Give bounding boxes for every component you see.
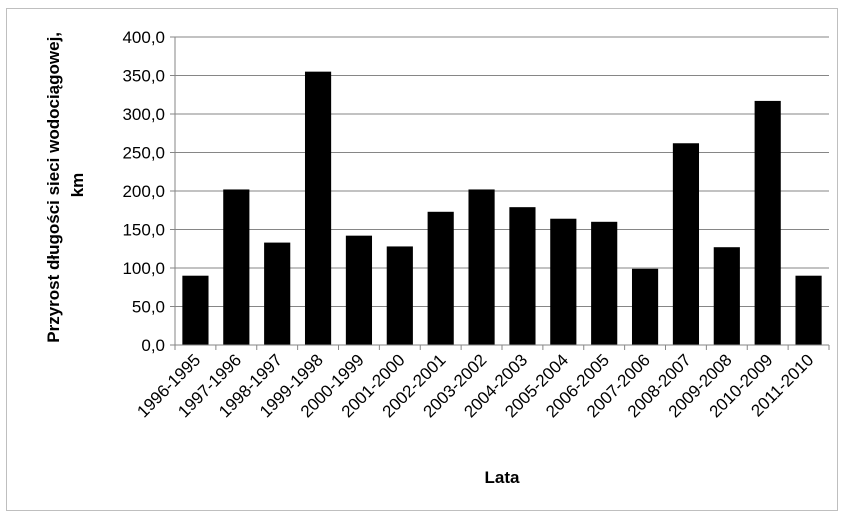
y-tick-label: 400,0 — [122, 28, 165, 47]
bar-1999-1998 — [304, 71, 332, 346]
axes — [170, 36, 830, 350]
y-tick-label: 100,0 — [122, 259, 165, 278]
x-tick-labels: 1996-19951997-19961998-19971999-19982000… — [133, 350, 817, 421]
bar-2000-1999 — [345, 235, 373, 345]
bar-2004-2003 — [509, 207, 536, 345]
y-tick-label: 250,0 — [122, 144, 165, 163]
y-tick-label: 300,0 — [122, 105, 165, 124]
bar-2002-2001 — [427, 211, 454, 345]
y-tick-label: 150,0 — [122, 221, 165, 240]
y-tick-labels: 0,0 50,0 100,0 150,0 200,0 250,0 300,0 350,0 400… — [122, 28, 165, 355]
bars — [182, 71, 822, 346]
bar-2003-2002 — [468, 189, 495, 345]
bar-2010-2009 — [754, 100, 781, 345]
y-axis-title: Przyrost długości sieci wodociągowej, km — [44, 27, 87, 343]
y-tick-label: 50,0 — [132, 298, 165, 317]
bar-2011-2010 — [795, 275, 822, 345]
y-tick-label: 200,0 — [122, 182, 165, 201]
x-axis-title: Lata — [485, 468, 521, 487]
bar-1997-1996 — [223, 189, 250, 345]
chart-frame — [6, 8, 838, 511]
y-axis-title-line1: Przyrost długości sieci wodociągowej, — [44, 32, 63, 343]
bar-1996-1995 — [182, 275, 209, 345]
bar-2009-2008 — [713, 247, 740, 345]
bar-2005-2004 — [550, 218, 577, 345]
bar-2008-2007 — [672, 143, 700, 345]
bar-2007-2006 — [631, 268, 659, 345]
y-tick-label: 350,0 — [122, 67, 165, 86]
y-tick-label: 0,0 — [141, 336, 165, 355]
bar-1998-1997 — [264, 242, 291, 345]
bar-2006-2005 — [591, 221, 618, 345]
bar-2001-2000 — [386, 246, 413, 345]
y-axis-title-line2: km — [68, 173, 87, 198]
